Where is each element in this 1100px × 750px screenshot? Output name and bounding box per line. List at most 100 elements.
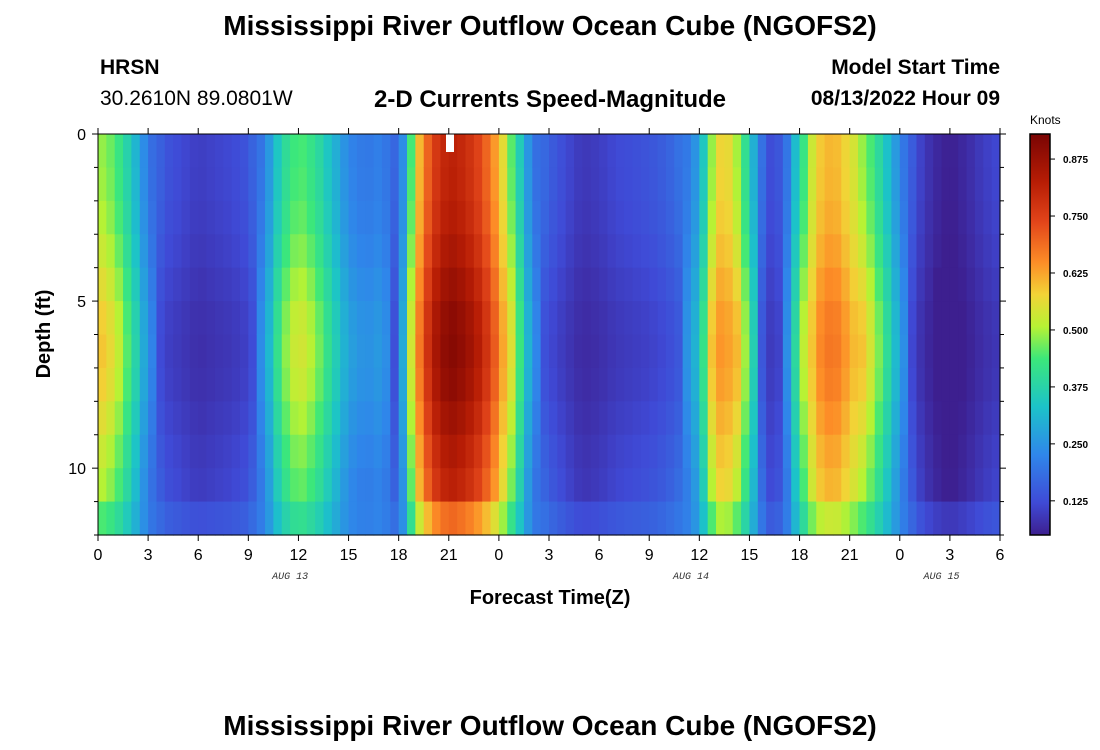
- heatmap-cell: [732, 501, 742, 536]
- heatmap-cell: [281, 401, 291, 436]
- station-coordinates: 30.2610N 89.0801W: [100, 87, 293, 110]
- heatmap-cell: [148, 267, 158, 302]
- heatmap-cell: [432, 401, 442, 436]
- heatmap-cell: [933, 501, 943, 536]
- heatmap-cell: [198, 167, 208, 202]
- heatmap-cell: [465, 200, 475, 235]
- heatmap-cell: [841, 501, 851, 536]
- heatmap-cell: [858, 367, 867, 402]
- heatmap-cell: [858, 334, 867, 369]
- heatmap-cell: [256, 234, 266, 269]
- heatmap-cell: [231, 167, 241, 202]
- heatmap-cell: [540, 267, 550, 302]
- heatmap-cell: [348, 367, 358, 402]
- heatmap-cell: [306, 501, 316, 536]
- heatmap-cell: [239, 334, 249, 369]
- heatmap-cell: [498, 267, 508, 302]
- heatmap-cell: [874, 267, 884, 302]
- heatmap-cell: [782, 468, 792, 503]
- heatmap-cell: [607, 200, 617, 235]
- heatmap-cell: [390, 434, 400, 469]
- heatmap-cell: [106, 334, 116, 369]
- heatmap-cell: [331, 267, 341, 302]
- heatmap-cell: [448, 434, 458, 469]
- heatmap-cell: [549, 334, 558, 369]
- heatmap-cell: [206, 468, 216, 503]
- heatmap-cell: [916, 501, 926, 536]
- heatmap-cell: [507, 401, 517, 436]
- heatmap-cell: [791, 401, 801, 436]
- heatmap-cell: [933, 234, 943, 269]
- heatmap-cell: [749, 334, 759, 369]
- heatmap-cell: [365, 501, 375, 536]
- heatmap-cell: [373, 434, 383, 469]
- heatmap-cell: [891, 234, 901, 269]
- heatmap-cell: [281, 468, 291, 503]
- heatmap-cell: [699, 200, 709, 235]
- heatmap-cell: [206, 401, 216, 436]
- heatmap-cell: [916, 234, 926, 269]
- heatmap-cell: [983, 367, 993, 402]
- heatmap-cell: [883, 267, 893, 302]
- heatmap-cell: [649, 134, 659, 169]
- heatmap-cell: [156, 468, 166, 503]
- heatmap-cell: [248, 267, 258, 302]
- heatmap-cell: [607, 301, 617, 336]
- heatmap-cell: [674, 367, 684, 402]
- heatmap-cell: [148, 501, 158, 536]
- heatmap-cell: [899, 501, 909, 536]
- heatmap-cell: [908, 200, 918, 235]
- heatmap-cell: [949, 234, 959, 269]
- heatmap-cell: [407, 167, 416, 202]
- heatmap-cell: [991, 301, 1001, 336]
- x-tick-label: 0: [494, 547, 503, 564]
- heatmap-cell: [908, 134, 918, 169]
- heatmap-cell: [473, 434, 483, 469]
- heatmap-cell: [866, 501, 876, 536]
- heatmap-cell: [682, 501, 692, 536]
- heatmap-cell: [256, 434, 266, 469]
- heatmap-cell: [640, 301, 650, 336]
- heatmap-cell: [665, 301, 675, 336]
- heatmap-cell: [958, 401, 968, 436]
- heatmap-cell: [123, 134, 133, 169]
- heatmap-cell: [348, 401, 358, 436]
- date-label: AUG 14: [672, 572, 709, 583]
- heatmap-cell: [206, 234, 216, 269]
- heatmap-cell: [707, 334, 717, 369]
- heatmap-cell: [540, 167, 550, 202]
- heatmap-cell: [181, 434, 191, 469]
- heatmap-cell: [281, 367, 291, 402]
- heatmap-cell: [766, 167, 776, 202]
- heatmap-cell: [832, 134, 842, 169]
- heatmap-cell: [916, 401, 926, 436]
- heatmap-cell: [665, 134, 675, 169]
- heatmap-cell: [582, 267, 592, 302]
- heatmap-cell: [874, 234, 884, 269]
- heatmap-cell: [941, 301, 951, 336]
- heatmap-cell: [181, 334, 191, 369]
- heatmap-cell: [782, 434, 792, 469]
- heatmap-cell: [649, 234, 659, 269]
- heatmap-cell: [816, 134, 826, 169]
- heatmap-cell: [690, 401, 700, 436]
- heatmap-cell: [223, 401, 233, 436]
- heatmap-cell: [874, 134, 884, 169]
- heatmap-cell: [331, 367, 341, 402]
- heatmap-cell: [866, 134, 876, 169]
- heatmap-cell: [841, 401, 851, 436]
- heatmap-cell: [148, 301, 158, 336]
- heatmap-cell: [816, 367, 826, 402]
- heatmap-cell: [908, 167, 918, 202]
- heatmap-cell: [782, 501, 792, 536]
- heatmap-cell: [540, 401, 550, 436]
- heatmap-cell: [615, 301, 625, 336]
- heatmap-cell: [832, 468, 842, 503]
- heatmap-cell: [958, 434, 968, 469]
- heatmap-cell: [206, 334, 216, 369]
- heatmap-cell: [164, 468, 174, 503]
- x-tick-label: 18: [390, 547, 408, 564]
- heatmap-cell: [223, 167, 233, 202]
- heatmap-cell: [315, 401, 325, 436]
